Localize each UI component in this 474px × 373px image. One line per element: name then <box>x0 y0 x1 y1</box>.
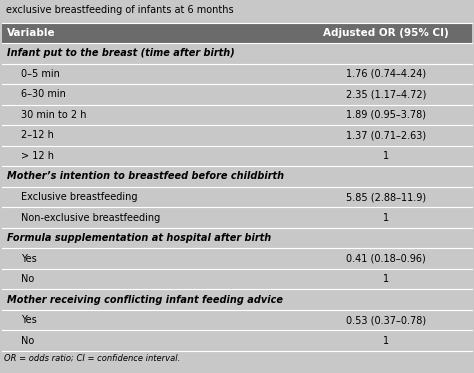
Text: 0.41 (0.18–0.96): 0.41 (0.18–0.96) <box>346 254 426 264</box>
Text: 5.85 (2.88–11.9): 5.85 (2.88–11.9) <box>346 192 426 202</box>
Bar <box>2 23 472 43</box>
Text: 30 min to 2 h: 30 min to 2 h <box>21 110 86 120</box>
Text: OR = odds ratio; CI = confidence interval.: OR = odds ratio; CI = confidence interva… <box>4 354 180 363</box>
Text: Adjusted OR (95% CI): Adjusted OR (95% CI) <box>323 28 449 38</box>
Text: Yes: Yes <box>21 254 37 264</box>
Text: 1.37 (0.71–2.63): 1.37 (0.71–2.63) <box>346 131 426 140</box>
Text: 0.53 (0.37–0.78): 0.53 (0.37–0.78) <box>346 315 426 325</box>
Text: Infant put to the breast (time after birth): Infant put to the breast (time after bir… <box>7 48 235 58</box>
Text: No: No <box>21 274 34 284</box>
Text: Mother’s intention to breastfeed before childbirth: Mother’s intention to breastfeed before … <box>7 172 284 182</box>
Text: Yes: Yes <box>21 315 37 325</box>
Text: 1.89 (0.95–3.78): 1.89 (0.95–3.78) <box>346 110 426 120</box>
Text: > 12 h: > 12 h <box>21 151 54 161</box>
Text: Formula supplementation at hospital after birth: Formula supplementation at hospital afte… <box>7 233 271 243</box>
Text: 2–12 h: 2–12 h <box>21 131 54 140</box>
Text: Non-exclusive breastfeeding: Non-exclusive breastfeeding <box>21 213 160 223</box>
Text: 6–30 min: 6–30 min <box>21 89 66 99</box>
Text: 0–5 min: 0–5 min <box>21 69 60 79</box>
Text: 1: 1 <box>383 274 389 284</box>
Text: 1: 1 <box>383 151 389 161</box>
Text: 2.35 (1.17–4.72): 2.35 (1.17–4.72) <box>346 89 427 99</box>
Text: Exclusive breastfeeding: Exclusive breastfeeding <box>21 192 137 202</box>
Text: 1.76 (0.74–4.24): 1.76 (0.74–4.24) <box>346 69 426 79</box>
Text: No: No <box>21 336 34 346</box>
Text: 1: 1 <box>383 336 389 346</box>
Text: 1: 1 <box>383 213 389 223</box>
Text: Mother receiving conflicting infant feeding advice: Mother receiving conflicting infant feed… <box>7 295 283 305</box>
Text: exclusive breastfeeding of infants at 6 months: exclusive breastfeeding of infants at 6 … <box>6 5 234 15</box>
Text: Variable: Variable <box>7 28 55 38</box>
Bar <box>2 43 472 351</box>
